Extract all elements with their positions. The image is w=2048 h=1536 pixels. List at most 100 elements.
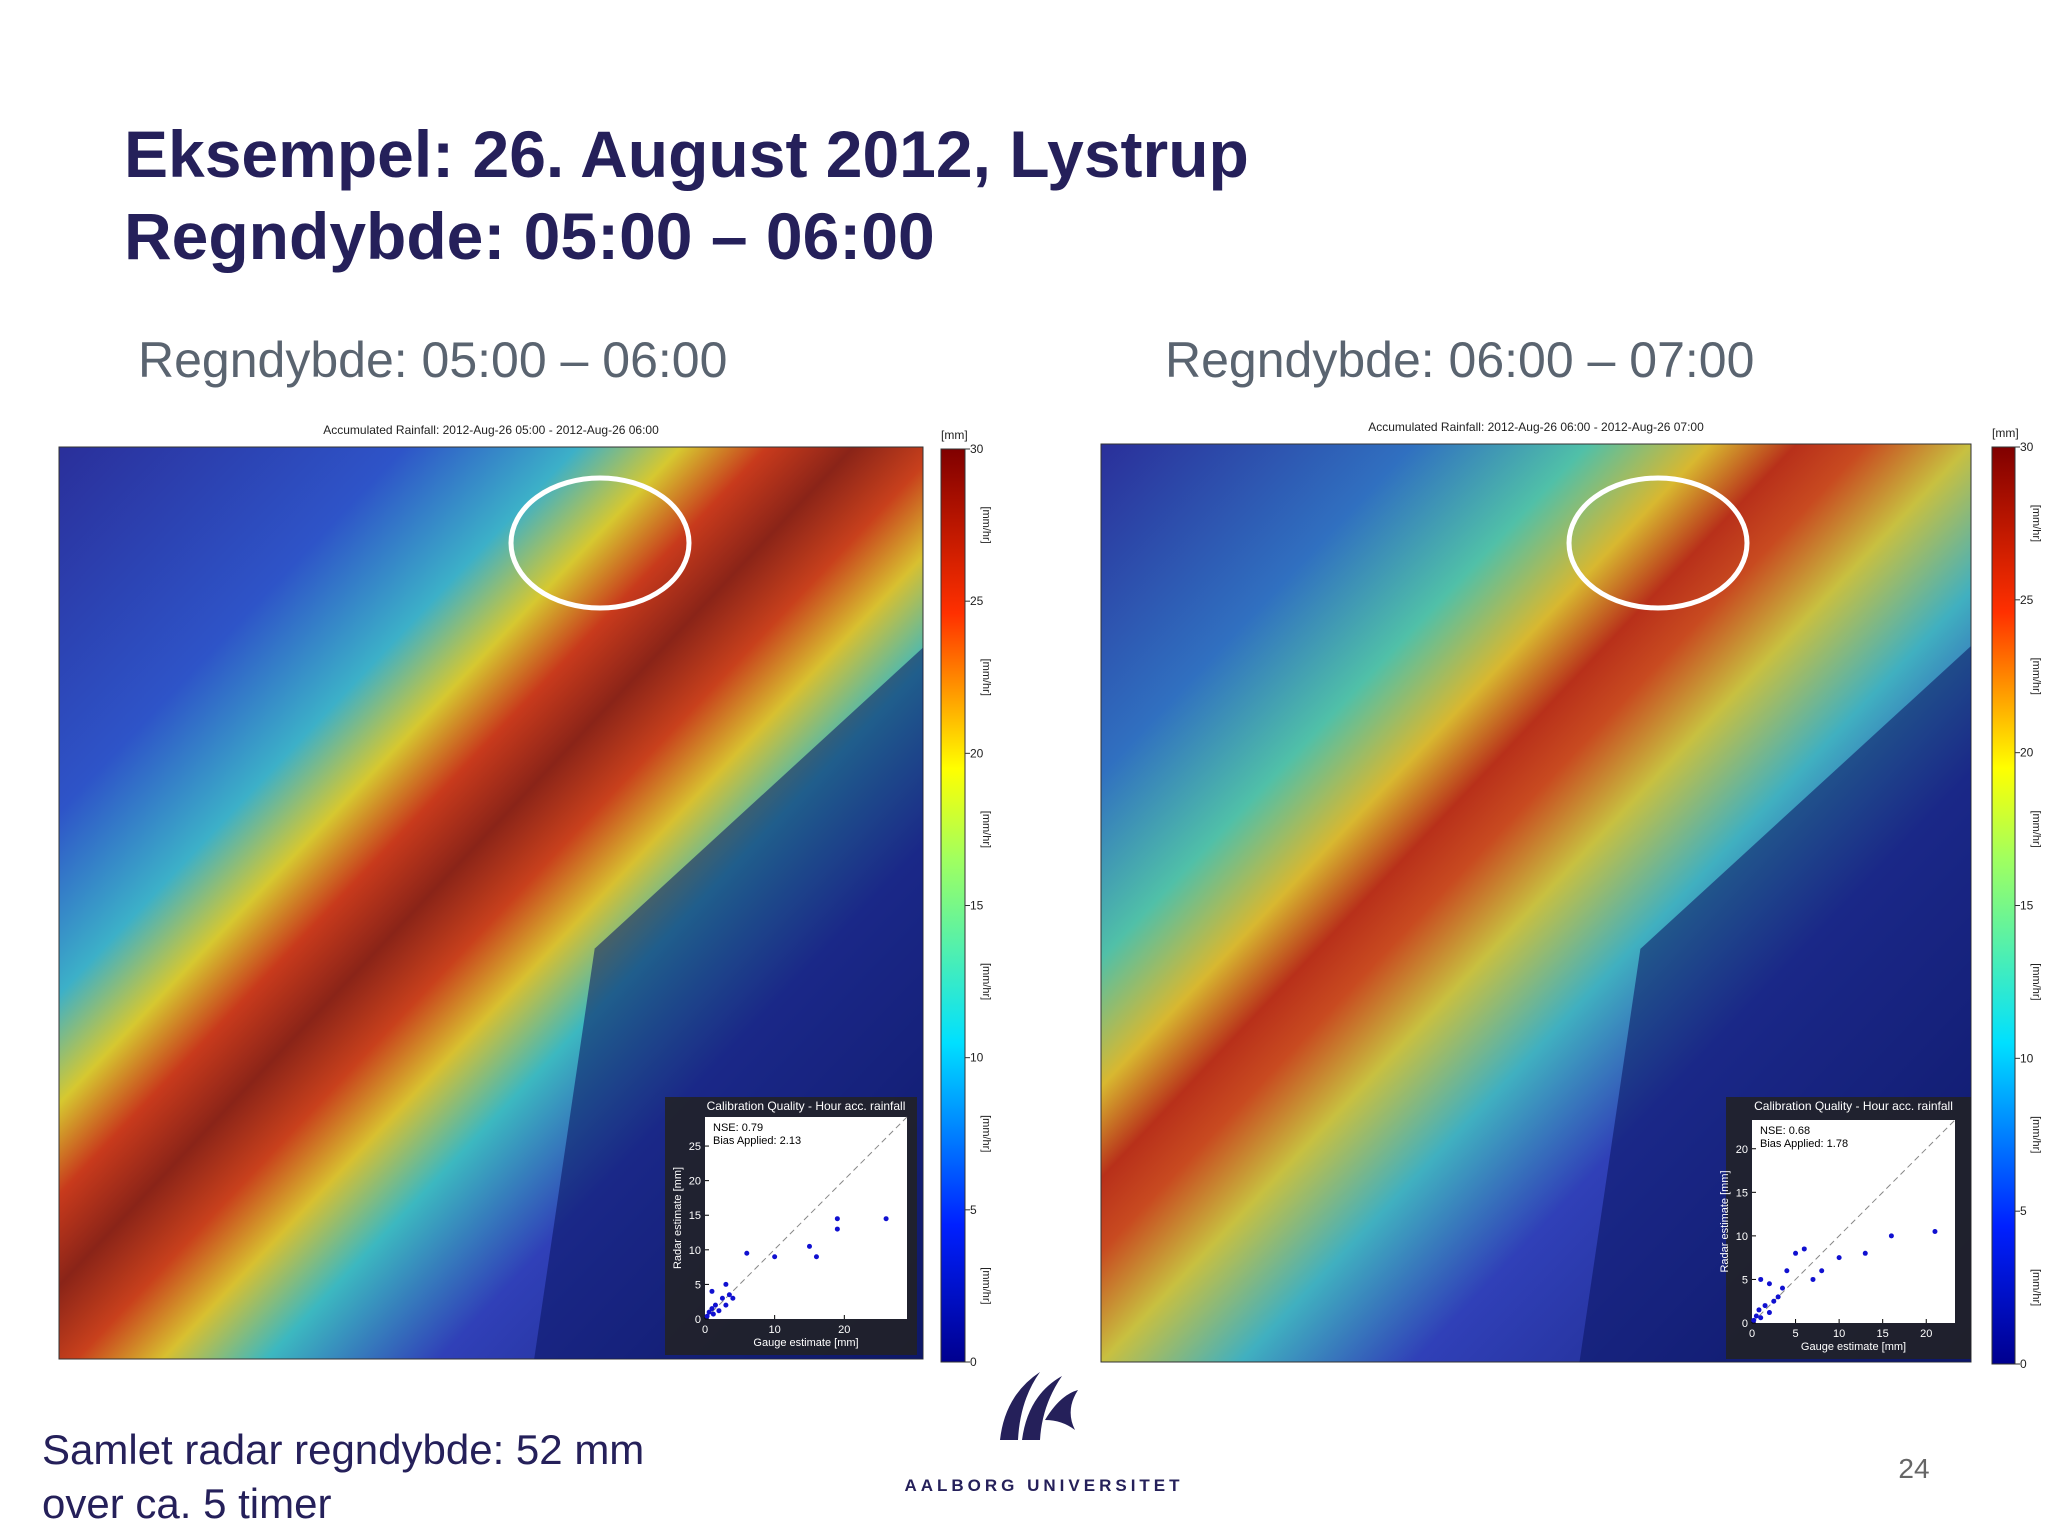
colorbar-tick-label: 30 (2020, 440, 2034, 454)
colorbar-tick-label: 10 (970, 1051, 984, 1065)
inset-y-tick-label: 0 (695, 1314, 701, 1326)
colorbar-tick-label: 10 (2020, 1051, 2034, 1065)
inset-x-tick-label: 0 (702, 1324, 708, 1336)
inset-y-tick-label: 10 (1736, 1231, 1748, 1243)
inset-x-tick-label: 10 (769, 1324, 781, 1336)
colorbar-tick-label: 30 (970, 442, 984, 456)
scatter-point (1771, 1298, 1777, 1304)
inset-y-tick-label: 25 (689, 1141, 701, 1153)
panel-heading: Regndybde: 06:00 – 07:00 (1165, 332, 1754, 388)
scatter-point (1801, 1246, 1807, 1252)
scatter-point (772, 1254, 778, 1260)
colorbar-axis-label: [mm/hr] (980, 1267, 992, 1304)
panel-heading: Regndybde: 05:00 – 06:00 (138, 332, 727, 388)
colorbar-tick-label: 25 (970, 594, 984, 608)
colorbar (940, 448, 966, 1363)
scatter-point (883, 1216, 889, 1222)
inset-y-tick-label: 20 (689, 1176, 701, 1188)
inset-y-tick-label: 15 (689, 1210, 701, 1222)
inset-y-tick-label: 20 (1736, 1144, 1748, 1156)
scatter-point (1758, 1315, 1764, 1321)
scatter-point (1784, 1268, 1790, 1274)
colorbar-axis-label: [mm/hr] (980, 963, 992, 1000)
scatter-point (710, 1311, 716, 1317)
scatter-point (1932, 1229, 1938, 1235)
highlight-ellipse (1566, 475, 1750, 611)
scatter-point (1762, 1303, 1768, 1309)
highlight-ellipse (508, 475, 692, 611)
scatter-point (1793, 1250, 1799, 1256)
footer-note: Samlet radar regndybde: 52 mm (42, 1426, 644, 1473)
scatter-point (744, 1250, 750, 1256)
scatter-point (1862, 1250, 1868, 1256)
colorbar-tick-label: 0 (2020, 1357, 2027, 1371)
inset-title: Calibration Quality - Hour acc. rainfall (1754, 1099, 1953, 1113)
colorbar-axis-label: [mm/hr] (2030, 1269, 2042, 1306)
scatter-point (1775, 1294, 1781, 1300)
colorbar-tick-label: 15 (970, 899, 984, 913)
colorbar-tick-label: 20 (2020, 746, 2034, 760)
scatter-point (1766, 1281, 1772, 1287)
one-to-one-line (1751, 1119, 1956, 1324)
scatter-point (806, 1243, 812, 1249)
colorbar-axis-label: [mm/hr] (2030, 963, 2042, 1000)
scatter-point (813, 1254, 819, 1260)
colorbar-tick-label: 20 (970, 746, 984, 760)
scatter-point (1810, 1276, 1816, 1282)
scatter-point (716, 1308, 722, 1314)
inset-x-tick-label: 15 (1877, 1328, 1889, 1340)
scatter-point (1751, 1317, 1757, 1323)
colorbar-tick-label: 25 (2020, 593, 2034, 607)
colorbar-unit: [mm] (941, 428, 968, 442)
colorbar-axis-label: [mm/hr] (2030, 1116, 2042, 1153)
inset-x-label: Gauge estimate [mm] (1801, 1341, 1906, 1353)
scatter-point (706, 1309, 712, 1315)
inset-y-tick-label: 5 (695, 1279, 701, 1291)
inset-x-tick-label: 20 (1920, 1328, 1932, 1340)
inset-nse: NSE: 0.79 (713, 1122, 763, 1134)
colorbar-axis-label: [mm/hr] (980, 811, 992, 848)
scatter-point (712, 1302, 718, 1308)
colorbar-tick-label: 5 (970, 1203, 977, 1217)
colorbar-axis-label: [mm/hr] (2030, 505, 2042, 542)
footer-note: over ca. 5 timer (42, 1480, 331, 1527)
scatter-point (1766, 1310, 1772, 1316)
colorbar-unit: [mm] (1992, 426, 2019, 440)
inset-x-tick-label: 5 (1792, 1328, 1798, 1340)
inset-bias: Bias Applied: 2.13 (713, 1135, 801, 1147)
scatter-point (709, 1288, 715, 1294)
colorbar-tick-label: 0 (970, 1355, 977, 1369)
colorbar-axis-label: [mm/hr] (980, 506, 992, 543)
scatter-point (704, 1313, 710, 1319)
colorbar-tick-label: 5 (2020, 1204, 2027, 1218)
scatter-point (1888, 1233, 1894, 1239)
scatter-point (730, 1295, 736, 1301)
inset-x-label: Gauge estimate [mm] (753, 1337, 858, 1349)
inset-y-tick-label: 10 (689, 1245, 701, 1257)
scatter-point (723, 1302, 729, 1308)
inset-y-tick-label: 15 (1736, 1187, 1748, 1199)
scatter-point (1758, 1276, 1764, 1282)
scatter-point (719, 1295, 725, 1301)
colorbar-axis-label: [mm/hr] (2030, 810, 2042, 847)
scatter-point (723, 1281, 729, 1287)
colorbar-axis-label: [mm/hr] (2030, 658, 2042, 695)
scatter-point (726, 1292, 732, 1298)
inset-y-label: Radar estimate [mm] (1719, 1170, 1731, 1272)
colorbar-axis-label: [mm/hr] (980, 659, 992, 696)
colorbar-tick-label: 15 (2020, 899, 2034, 913)
title: Eksempel: 26. August 2012, Lystrup (124, 117, 1249, 191)
inset-nse: NSE: 0.68 (1760, 1125, 1810, 1137)
scatter-point (709, 1306, 715, 1312)
inset-x-tick-label: 0 (1749, 1328, 1755, 1340)
map-title: Accumulated Rainfall: 2012-Aug-26 06:00 … (1368, 420, 1704, 434)
page-number: 24 (1898, 1453, 1929, 1484)
scatter-point (1836, 1255, 1842, 1261)
inset-bias: Bias Applied: 1.78 (1760, 1138, 1848, 1150)
inset-x-tick-label: 10 (1833, 1328, 1845, 1340)
scatter-point (1819, 1268, 1825, 1274)
scatter-point (1753, 1313, 1759, 1319)
scatter-point (834, 1226, 840, 1232)
